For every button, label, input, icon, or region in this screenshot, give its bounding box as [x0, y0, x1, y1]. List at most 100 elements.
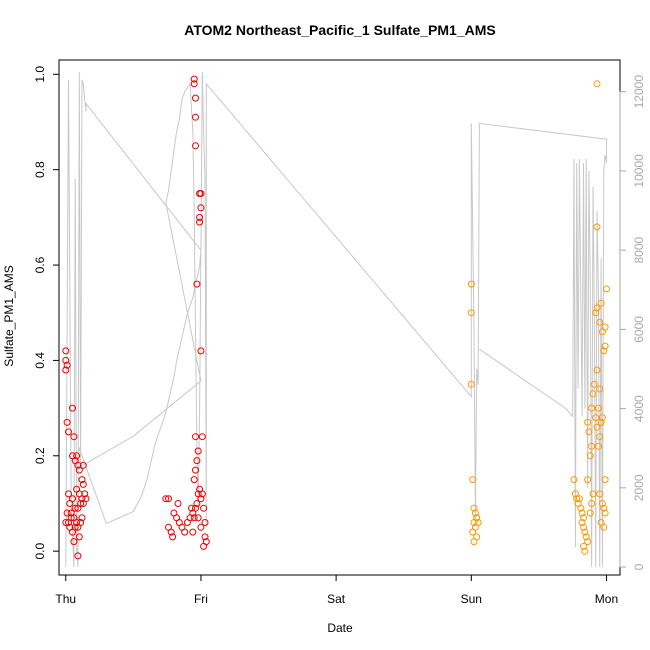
data-point [174, 500, 182, 507]
data-point [194, 514, 202, 522]
data-point [571, 490, 579, 498]
data-point [169, 533, 177, 541]
data-point [589, 390, 597, 398]
data-point [584, 418, 592, 426]
x-axis-label: Date [327, 621, 353, 635]
data-point [181, 528, 189, 536]
data-point [601, 342, 609, 350]
y2-tick-label: 10000 [632, 154, 646, 188]
data-point [584, 538, 592, 546]
altitude-line [65, 71, 607, 568]
data-point [188, 504, 195, 512]
y-tick-label: 0.0 [33, 542, 47, 559]
data-point [201, 533, 209, 541]
data-point [578, 509, 586, 517]
data-point [200, 542, 208, 550]
data-point [593, 423, 601, 431]
data-point [71, 523, 79, 531]
data-point [190, 75, 198, 83]
data-point [78, 476, 86, 484]
data-point [197, 347, 205, 355]
data-point [592, 414, 600, 422]
data-point [578, 519, 586, 526]
data-point [192, 433, 199, 441]
x-tick-label: Sat [327, 592, 346, 606]
data-point [594, 442, 602, 450]
data-point [586, 452, 594, 460]
data-point [70, 433, 78, 441]
data-point [69, 404, 76, 412]
data-point [474, 519, 482, 526]
data-point [162, 495, 170, 503]
x-axis: Thu Fri Sat Sun Mon [55, 574, 618, 606]
data-point [580, 542, 587, 550]
data-point [73, 452, 81, 460]
data-point [192, 504, 199, 512]
data-point [193, 280, 201, 288]
data-point [581, 528, 589, 536]
data-point [63, 509, 71, 517]
data-point [190, 476, 198, 484]
data-point [467, 280, 475, 288]
data-point [65, 490, 72, 498]
y2-tick-label: 8000 [632, 236, 646, 263]
data-point [593, 223, 601, 231]
data-point [600, 523, 608, 531]
data-point [573, 495, 581, 503]
y2-tick-label: 12000 [632, 75, 646, 109]
data-point [193, 500, 201, 507]
y-axis: 0.0 0.2 0.4 0.6 0.8 1.0 [33, 66, 60, 560]
data-point [62, 519, 70, 526]
data-point [581, 547, 589, 555]
data-point [192, 94, 199, 102]
data-point [580, 523, 587, 531]
data-point [79, 480, 87, 488]
y2-tick-label: 2000 [632, 474, 646, 501]
chart-title: ATOM2 Northeast_Pacific_1 Sulfate_PM1_AM… [184, 22, 495, 38]
y2-tick-label: 6000 [632, 316, 646, 343]
data-point [598, 500, 606, 507]
data-point [79, 461, 87, 469]
data-point [62, 356, 70, 364]
data-point [600, 347, 608, 355]
data-point [601, 323, 609, 331]
data-point [192, 113, 199, 121]
data-point [81, 490, 89, 498]
data-point [469, 476, 477, 484]
data-point [601, 509, 609, 517]
data-point [75, 466, 83, 474]
data-point [190, 514, 198, 522]
data-point [65, 428, 72, 436]
data-point [467, 380, 475, 388]
data-point [471, 509, 479, 517]
y2-tick-label: 0 [632, 563, 646, 570]
data-point [598, 414, 606, 422]
data-points-layer [62, 75, 610, 560]
data-point [570, 476, 578, 484]
data-point [192, 466, 199, 474]
data-point [589, 490, 597, 498]
data-point [600, 504, 608, 512]
data-point [592, 309, 600, 317]
data-point [62, 366, 70, 374]
data-point [582, 533, 590, 541]
data-point [586, 509, 594, 517]
data-point [588, 500, 596, 507]
data-point [192, 142, 199, 150]
y-tick-label: 1.0 [33, 66, 47, 83]
data-point [593, 366, 601, 374]
data-point [74, 504, 82, 512]
data-point [596, 318, 604, 326]
altitude-line-layer [65, 71, 607, 568]
y-tick-label: 0.2 [33, 447, 47, 464]
data-point [470, 504, 478, 512]
data-point [193, 457, 201, 465]
data-point [594, 404, 602, 412]
data-point [63, 418, 71, 426]
data-point [71, 504, 79, 512]
data-point [200, 504, 208, 512]
data-point [189, 528, 197, 536]
data-point [67, 514, 75, 522]
data-point [577, 504, 585, 512]
y-axis-label: Sulfate_PM1_AMS [2, 265, 16, 366]
